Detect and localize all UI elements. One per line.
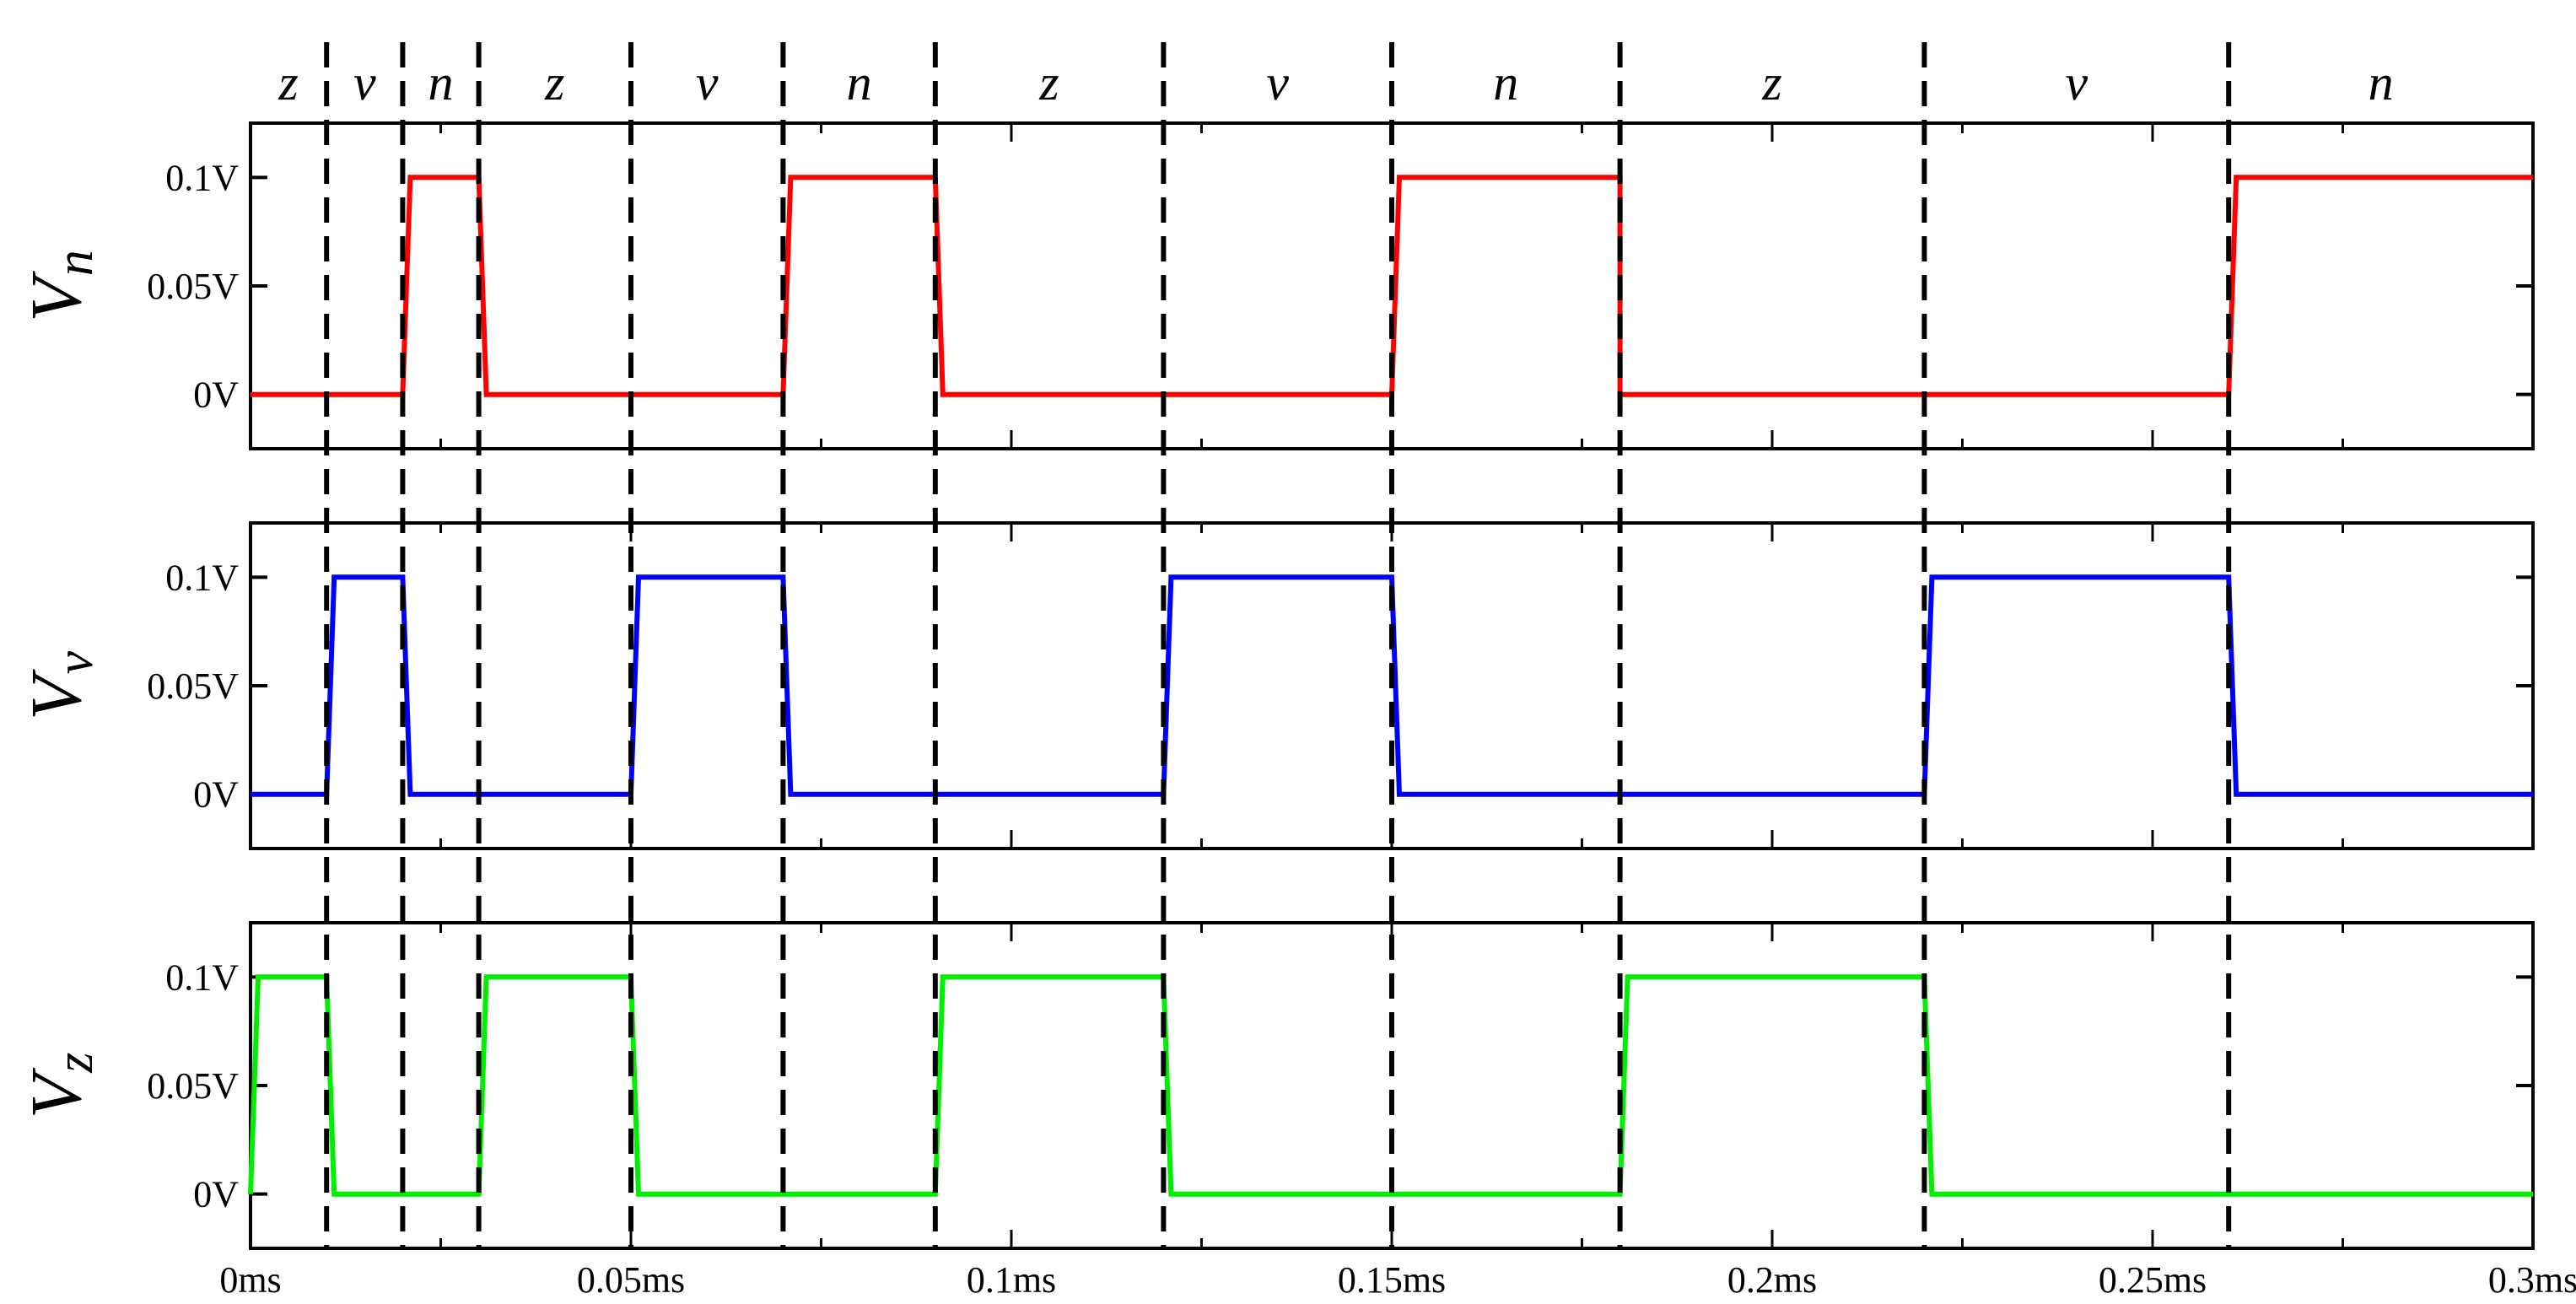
x-tick-label: 0.15ms [1338,1259,1446,1301]
phase-label: n [2369,55,2394,110]
y-tick-label: 0.1V [165,557,239,598]
panel-vz: 0V 0.05V 0.1V Vz [15,921,2535,1250]
phase-label: z [544,55,564,110]
y-axis-label-subscript: z [46,1053,104,1074]
y-axis-label-main: V [15,1067,96,1118]
y-tick-label: 0.1V [165,157,239,198]
x-axis-tick-labels: 0ms 0.05ms 0.1ms 0.15ms 0.2ms 0.25ms 0.3ms [219,1259,2576,1301]
phase-label: v [1266,55,1289,110]
y-tick-label: 0V [193,774,239,816]
y-axis-label-subscript: v [46,650,104,674]
y-tick-label: 0.05V [147,266,239,307]
x-tick-label: 0.3ms [2488,1259,2576,1301]
phase-label: z [278,55,298,110]
phase-label: n [847,55,872,110]
y-axis-label-main: V [15,271,96,322]
panel-vv: 0V 0.05V 0.1V Vv [15,521,2535,850]
phase-label: v [353,55,376,110]
phase-label: v [696,55,719,110]
y-tick-label: 0.1V [165,956,239,998]
y-axis-label-vn: Vn [15,250,104,322]
phase-boundary-lines [324,42,2232,1248]
phase-label: z [1038,55,1059,110]
series-line-vz [248,974,2533,1197]
x-tick-label: 0.2ms [1727,1259,1817,1301]
y-tick-label: 0.05V [147,665,239,707]
phase-label: v [2065,55,2088,110]
y-tick-label: 0V [193,1174,239,1215]
x-tick-label: 0ms [219,1259,281,1301]
chart-panels: 0V 0.05V 0.1V Vn 0V 0.05V 0.1V Vv 0V 0.05V 0.1V Vz [15,121,2535,1250]
x-tick-label: 0.05ms [577,1259,685,1301]
y-tick-label: 0V [193,374,239,416]
y-axis-label-vv: Vv [15,650,104,720]
series-line-vv [251,574,2533,797]
x-tick-label: 0.25ms [2099,1259,2207,1301]
phase-label: n [428,55,454,110]
x-tick-label: 0.1ms [967,1259,1056,1301]
phase-label: n [1493,55,1518,110]
y-axis-label-main: V [15,669,96,720]
y-axis-label-subscript: n [46,250,104,276]
y-axis-label-vz: Vz [15,1053,104,1119]
y-tick-label: 0.05V [147,1065,239,1107]
phase-label: z [1761,55,1781,110]
